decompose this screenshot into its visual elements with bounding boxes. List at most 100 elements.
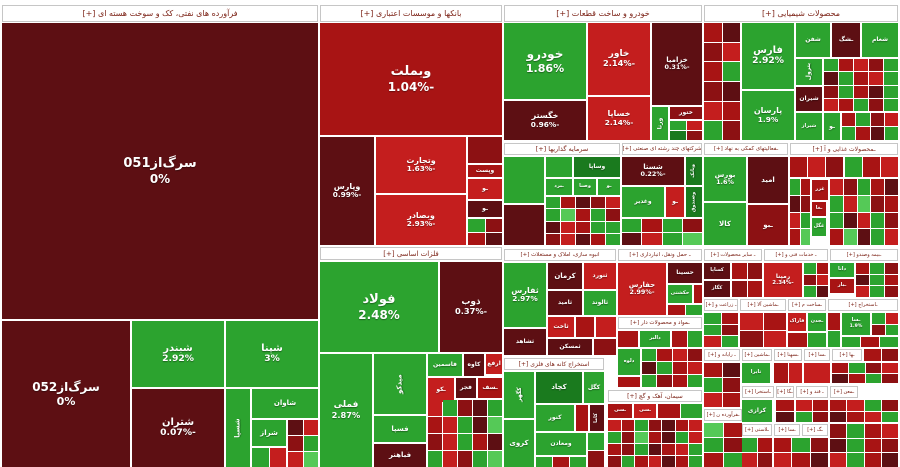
stock-tile[interactable]: فولاد 2.48% (320, 262, 438, 352)
stock-tile[interactable]: خودرو 1.86% (504, 23, 586, 99)
stock-tile-small[interactable] (740, 330, 763, 347)
stock-tile-small[interactable] (864, 453, 881, 467)
stock-tile-small[interactable] (740, 313, 763, 330)
stock-tile[interactable]: حفارس -2.99% (618, 263, 666, 315)
stock-tile[interactable]: ومعادن (536, 433, 586, 455)
stock-tile-small[interactable] (662, 444, 675, 455)
stock-tile-small[interactable] (828, 313, 840, 330)
stock-tile-small[interactable] (443, 417, 457, 433)
stock-tile[interactable]: پارسان 1.9% (742, 91, 794, 140)
stock-tile-small[interactable] (458, 417, 472, 433)
stock-tile-small[interactable] (776, 411, 794, 422)
stock-tile[interactable]: کاوه (464, 354, 484, 376)
stock-tile-small[interactable] (561, 233, 575, 245)
stock-tile-small[interactable] (622, 232, 642, 245)
stock-tile-small[interactable] (588, 433, 604, 450)
stock-tile-small[interactable] (832, 363, 848, 373)
stock-tile[interactable]: کرمان (548, 263, 582, 289)
stock-tile-small[interactable] (871, 212, 885, 229)
stock-tile-small[interactable] (704, 393, 722, 407)
stock-tile-small[interactable] (830, 195, 843, 212)
stock-tile-small[interactable] (847, 438, 864, 453)
stock-tile-small[interactable] (721, 313, 738, 324)
stock-tile-small[interactable] (869, 98, 883, 111)
stock-tile-small[interactable] (757, 453, 772, 467)
stock-tile-small[interactable] (808, 157, 826, 177)
stock-tile[interactable]: ـو (468, 179, 502, 199)
stock-tile-small[interactable] (618, 331, 638, 347)
stock-tile-small[interactable] (704, 423, 723, 437)
stock-tile[interactable]: ثمسکن (548, 339, 592, 355)
stock-tile-small[interactable] (608, 444, 621, 455)
stock-tile-small[interactable] (303, 452, 318, 467)
sector-header[interactable]: ـ خدمات فنی و [+] (764, 249, 828, 261)
stock-tile-small[interactable] (790, 229, 800, 245)
stock-tile-small[interactable] (473, 434, 487, 450)
stock-tile[interactable]: ـسی (608, 404, 632, 418)
sector-header[interactable]: شرکتهای چند رشته ای صنعتی [+] (622, 143, 702, 155)
stock-tile-small[interactable] (675, 444, 689, 455)
stock-tile-small[interactable] (689, 420, 702, 431)
stock-tile-small[interactable] (800, 212, 810, 229)
stock-tile-small[interactable] (621, 420, 635, 431)
stock-tile[interactable]: کساپا (704, 263, 730, 279)
stock-tile[interactable]: ـغا (812, 202, 826, 216)
stock-tile-small[interactable] (576, 317, 594, 337)
stock-tile-small[interactable] (561, 209, 575, 221)
stock-tile-small[interactable] (804, 363, 830, 383)
sector-header[interactable]: استخراج کانه های فلزی [+] (504, 358, 604, 370)
stock-tile-small[interactable] (832, 373, 848, 383)
stock-tile-small[interactable] (687, 331, 702, 347)
stock-tile-small[interactable] (704, 438, 723, 452)
stock-tile-small[interactable] (657, 375, 672, 387)
stock-tile-small[interactable] (546, 221, 560, 233)
stock-tile-small[interactable] (458, 400, 472, 416)
stock-tile-small[interactable] (608, 456, 621, 467)
stock-tile[interactable]: شاوان (252, 389, 318, 418)
stock-tile[interactable]: ـجدن (808, 313, 826, 331)
stock-tile-small[interactable] (428, 417, 442, 433)
stock-tile-small[interactable] (722, 378, 740, 392)
stock-tile-small[interactable] (546, 233, 560, 245)
stock-tile-small[interactable] (872, 313, 885, 324)
stock-tile-small[interactable] (670, 131, 686, 140)
stock-tile-small[interactable] (622, 219, 642, 232)
stock-tile-small[interactable] (884, 263, 898, 274)
stock-tile-small[interactable] (723, 453, 742, 467)
stock-tile-small[interactable] (830, 424, 847, 438)
stock-tile-small[interactable] (648, 420, 662, 431)
stock-tile[interactable]: کاما (590, 405, 604, 431)
stock-tile-small[interactable] (732, 281, 747, 297)
stock-tile-small[interactable] (842, 127, 856, 140)
sector-header[interactable]: ـبیمه وصندو [+] (830, 249, 898, 261)
stock-tile-small[interactable] (800, 195, 810, 212)
stock-tile-small[interactable] (473, 400, 487, 416)
stock-tile[interactable]: ثامید (548, 291, 582, 315)
stock-tile-small[interactable] (847, 411, 864, 422)
stock-tile-small[interactable] (842, 337, 860, 347)
stock-tile-small[interactable] (561, 221, 575, 233)
stock-tile-small[interactable] (473, 451, 487, 467)
stock-tile-small[interactable] (824, 59, 838, 72)
sector-header[interactable]: ـمحصولات غذایی و آ [+] (790, 143, 898, 155)
stock-tile-small[interactable] (854, 59, 868, 72)
stock-tile-small[interactable] (865, 363, 882, 373)
stock-tile-small[interactable] (288, 436, 303, 451)
stock-tile-small[interactable] (488, 400, 502, 416)
stock-tile-small[interactable] (804, 263, 816, 274)
sector-header[interactable]: ـگ [+] (802, 424, 828, 436)
stock-tile-small[interactable] (722, 393, 740, 407)
stock-tile-small[interactable] (303, 420, 318, 435)
stock-tile-small[interactable] (856, 286, 870, 297)
stock-tile-small[interactable] (881, 349, 898, 361)
stock-tile[interactable]: ـسف (478, 378, 502, 398)
stock-tile-small[interactable] (722, 23, 740, 42)
stock-tile[interactable]: ـکو (428, 378, 454, 402)
stock-tile-small[interactable] (830, 400, 847, 411)
stock-tile-small[interactable] (635, 432, 648, 443)
stock-tile-small[interactable] (885, 229, 898, 245)
stock-tile-small[interactable] (485, 232, 502, 245)
stock-tile-small[interactable] (668, 305, 685, 315)
stock-tile-small[interactable] (757, 438, 772, 452)
stock-tile-small[interactable] (870, 286, 884, 297)
